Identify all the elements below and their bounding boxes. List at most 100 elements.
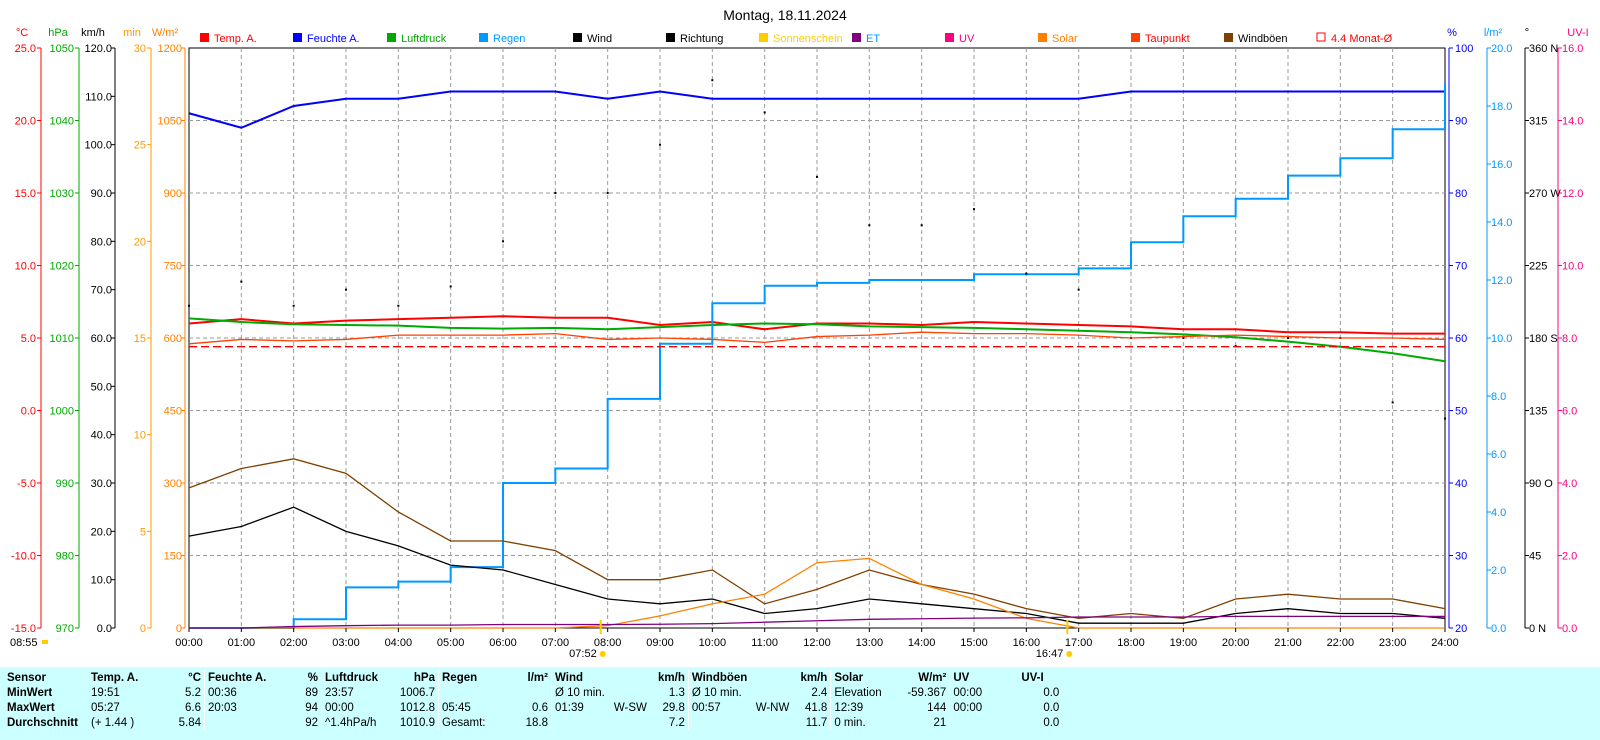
legend-swatch — [1316, 32, 1326, 42]
direction-point — [606, 192, 609, 194]
stats-cell: 41.8 — [804, 701, 828, 714]
series-wind — [188, 506, 1446, 624]
x-tick-label: 03:00 — [332, 637, 360, 649]
x-tick-label: 20:00 — [1222, 637, 1250, 649]
direction-point — [1077, 288, 1080, 291]
stats-cell — [608, 685, 650, 700]
axis-tick-label-temp: 0.0 — [21, 406, 36, 418]
stats-cell: 144 — [927, 701, 947, 714]
stats-cell: ^1.4hPa/h — [321, 715, 390, 730]
axis-tick-label-uvi: 14.0 — [1562, 116, 1583, 128]
axis-unit-wind: km/h — [81, 27, 105, 39]
axis-tick-label-direction: 315 — [1529, 116, 1547, 128]
stats-cell — [750, 685, 792, 700]
axis-tick-label-direction: 45 — [1529, 551, 1541, 563]
legend-label: Wind — [587, 33, 612, 45]
stats-cell — [608, 715, 650, 730]
x-tick-label: 15:00 — [960, 637, 988, 649]
axis-tick-label-temp: -15.0 — [11, 623, 36, 635]
stats-cell: 0 min. — [830, 715, 900, 730]
axis-tick-label-solar: 0 — [176, 623, 182, 635]
x-tick-label: 08:00 — [594, 637, 622, 649]
sun-icon — [42, 640, 48, 644]
axis-tick-label-uvi: 12.0 — [1562, 188, 1583, 200]
stats-cell — [687, 715, 751, 730]
sunset-icon — [1066, 651, 1073, 657]
legend-label: UV — [959, 33, 975, 45]
x-tick-label: 13:00 — [856, 637, 884, 649]
legend-swatch — [200, 33, 209, 42]
axis-tick-label-pressure: 970 — [56, 623, 74, 635]
stats-row-label: MaxWert — [7, 701, 55, 714]
stats-header-rain-unit: l/m² — [527, 671, 548, 684]
x-axis: 00:00 01:00 02:00 03:00 04:00 05:00 06:00 07:00… — [175, 628, 1459, 649]
legend-label: Luftdruck — [401, 33, 447, 45]
axis-tick-label-rain: 6.0 — [1491, 449, 1506, 461]
stats-cell: 5.84 — [178, 716, 201, 729]
x-tick-label: 21:00 — [1274, 637, 1302, 649]
stats-header-press: Luftdruck — [321, 670, 390, 685]
direction-point — [502, 240, 504, 243]
axis-tick-label-humidity: 50 — [1455, 406, 1467, 418]
direction-point — [397, 304, 400, 307]
series-layer — [188, 79, 1446, 629]
axis-tick-label-pressure: 1010 — [50, 333, 74, 345]
stats-cell: -59.367 — [907, 686, 947, 699]
x-tick-label: 16:00 — [1013, 637, 1041, 649]
direction-point — [240, 280, 243, 283]
axis-tick-label-wind: 90.0 — [91, 188, 112, 200]
stats-row-avg: Durchschnitt (+ 1.44 ) 5.84 92 ^1.4hPa/h… — [4, 715, 1062, 730]
stats-row-min: MinWert 19:51 5.2 00:36 89 23:57 1006.7 … — [4, 685, 1062, 700]
stats-cell: 0.6 — [532, 701, 548, 714]
x-tick-label: 23:00 — [1379, 637, 1407, 649]
stats-cell: 19:51 — [91, 686, 120, 699]
stats-cell: 1006.7 — [399, 686, 435, 699]
axis-tick-label-humidity: 30 — [1455, 551, 1467, 563]
chart-title: Montag, 18.11.2024 — [723, 7, 847, 23]
x-tick-label: 07:00 — [542, 637, 570, 649]
direction-point — [868, 224, 871, 227]
series-windb-en — [188, 458, 1446, 619]
axis-tick-label-uvi: 6.0 — [1562, 406, 1577, 418]
stats-cell: 92 — [305, 716, 318, 729]
x-tick-label: 14:00 — [908, 637, 936, 649]
direction-point — [659, 143, 661, 146]
weather-chart: Montag, 18.11.2024 Temp. A. Feuchte A. Luf… — [10, 7, 1589, 660]
axis-tick-label-rain: 4.0 — [1491, 507, 1506, 519]
axis-tick-label-temp: -10.0 — [11, 551, 36, 563]
legend-swatch — [479, 33, 488, 42]
axis-tick-label-solar: 600 — [164, 333, 182, 345]
axis-tick-label-wind: 20.0 — [91, 526, 112, 538]
stats-cell: 21 — [933, 716, 947, 729]
stats-cell: 01:39 — [550, 700, 608, 715]
stats-cell: W-NW — [755, 701, 790, 714]
legend-label: Regen — [493, 33, 525, 45]
axis-tick-label-wind: 50.0 — [91, 381, 112, 393]
stats-cell: 29.8 — [662, 701, 685, 714]
stats-cell: 1010.9 — [399, 716, 435, 729]
stats-header-hum: Feuchte A. — [204, 670, 273, 685]
stats-header-solar: Solar — [830, 670, 900, 685]
axis-unit-uvi: UV-I — [1567, 27, 1588, 39]
series-luftdruck — [188, 317, 1446, 363]
stats-cell: Ø 10 min. — [550, 685, 608, 700]
axis-tick-label-rain: 12.0 — [1491, 275, 1512, 287]
legend-swatch — [1131, 33, 1140, 42]
stats-cell: 18.8 — [525, 716, 548, 729]
stats-panel: Sensor Temp. A. °C Feuchte A. % Luftdruc… — [0, 667, 1600, 740]
direction-point — [449, 285, 452, 288]
axis-tick-label-direction: 135 — [1529, 406, 1547, 418]
x-tick-label: 06:00 — [489, 637, 517, 649]
series-taupunkt — [188, 331, 1446, 345]
axis-tick-label-rain: 14.0 — [1491, 217, 1512, 229]
stats-cell: 89 — [305, 686, 318, 699]
axis-tick-label-solar: 900 — [164, 188, 182, 200]
legend-swatch — [852, 33, 861, 42]
x-tick-label: 02:00 — [280, 637, 308, 649]
axis-tick-label-humidity: 40 — [1455, 478, 1467, 490]
axis-tick-label-temp: 20.0 — [15, 116, 36, 128]
x-tick-label: 10:00 — [699, 637, 727, 649]
stats-header-temp-unit: °C — [188, 671, 201, 684]
stats-cell: 23:57 — [321, 685, 390, 700]
legend-label: Feuchte A. — [307, 33, 360, 45]
